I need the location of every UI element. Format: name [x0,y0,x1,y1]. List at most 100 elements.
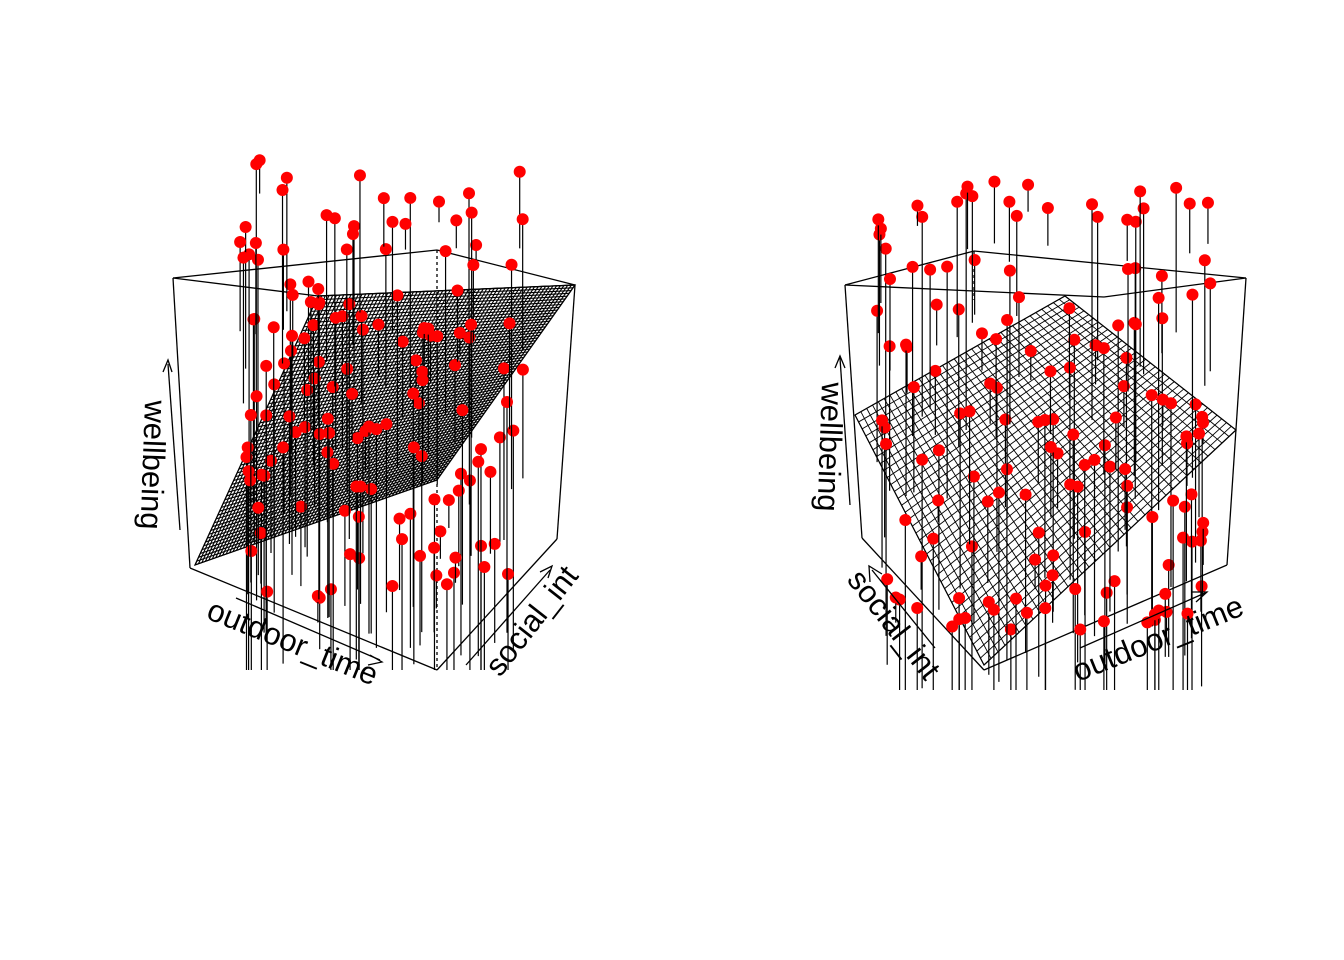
right-data-point [1121,479,1134,492]
right-data-point [999,413,1012,426]
left-data-point [250,390,263,403]
right-data-point [876,414,889,427]
left-data-point [372,318,385,331]
right-data-point [1097,615,1110,628]
right-data-point [1046,569,1059,582]
right-data-point [1180,430,1193,443]
left-mesh-line [305,303,562,324]
left-data-point [327,457,340,470]
right-data-point [916,210,929,223]
right-data-point [990,333,1003,346]
left-data-point [409,354,422,367]
left-data-point [294,500,307,513]
left-data-point [308,372,321,385]
left-mesh-line [329,289,462,518]
left-data-point [276,183,289,196]
left-data-point [502,567,515,580]
left-mesh-line [282,340,536,374]
left-data-point [404,507,417,520]
left-mesh-line [384,287,521,499]
right-data-point [941,260,954,273]
right-data-point [1177,531,1190,544]
left-data-point [312,298,325,311]
left-data-point [311,590,324,603]
right-data-point [1047,549,1060,562]
left-data-point [284,344,297,357]
right-data-point [1078,458,1091,471]
right-data-point [1109,411,1122,424]
right-data-point [987,603,1000,616]
left-mesh-line [415,285,554,488]
right-data-point [1032,415,1045,428]
right-data-point [1156,312,1169,325]
right-axis-arrows [834,354,1209,649]
left-data-point [280,171,293,184]
right-data-point [967,470,980,483]
right-data-point [1019,488,1032,501]
left-data-point [377,192,390,205]
right-data-point [1024,345,1037,358]
right-data-point [1195,580,1208,593]
left-data-point [433,195,446,208]
right-data-point [1181,607,1194,620]
left-data-point [452,484,465,497]
right-data-point [906,260,919,273]
right-data-point [1193,427,1206,440]
left-data-point [448,359,461,372]
right-mesh-line [1053,302,1223,444]
left-mesh-line [288,331,542,362]
right-data-point [959,612,972,625]
left-mesh-line [433,284,572,482]
right-data-point [930,298,943,311]
left-data-point [497,362,510,375]
left-data-point [261,585,274,598]
right-data-point [1137,202,1150,215]
left-data-point [428,541,441,554]
right-data-point [1020,606,1033,619]
left-data-point [415,450,428,463]
left-data-point [250,158,263,171]
left-data-point [467,258,480,271]
right-data-point [881,573,894,586]
left-data-point [338,504,351,517]
left-data-point [453,326,466,339]
right-mesh-line [980,425,1232,659]
left-data-point [451,284,464,297]
left-data-point [352,510,365,523]
right-data-point [1196,525,1209,538]
left-data-point [484,465,497,478]
left-data-point [346,228,359,241]
left-data-point [307,319,320,332]
right-data-point [1063,302,1076,315]
left-data-point [393,512,406,525]
left-data-point [244,474,257,487]
left-data-point [503,317,516,330]
right-data-point [871,304,884,317]
left-data-point [431,330,444,343]
left-mesh-line [286,334,540,366]
right-data-point [1044,365,1057,378]
right-data-point [927,532,940,545]
left-data-point [472,455,485,468]
left-data-point [407,387,420,400]
left-data-point [450,214,463,227]
left-mesh-line [261,373,513,420]
left-data-point [380,418,393,431]
right-data-point [900,338,913,351]
left-mesh-line [429,284,569,483]
right-data-point [1112,319,1125,332]
right-data-point [946,620,959,633]
left-data-point [414,549,427,562]
right-data-point [1003,264,1016,277]
left-data-point [277,243,290,256]
left-data-point [428,493,441,506]
right-data-point [984,377,997,390]
right-data-point [1189,398,1202,411]
left-data-point [258,469,271,482]
left-data-point [251,253,264,266]
right-data-point [1152,291,1165,304]
right-data-point [1194,534,1207,547]
left-data-point [249,236,262,249]
right-data-point [963,405,976,418]
